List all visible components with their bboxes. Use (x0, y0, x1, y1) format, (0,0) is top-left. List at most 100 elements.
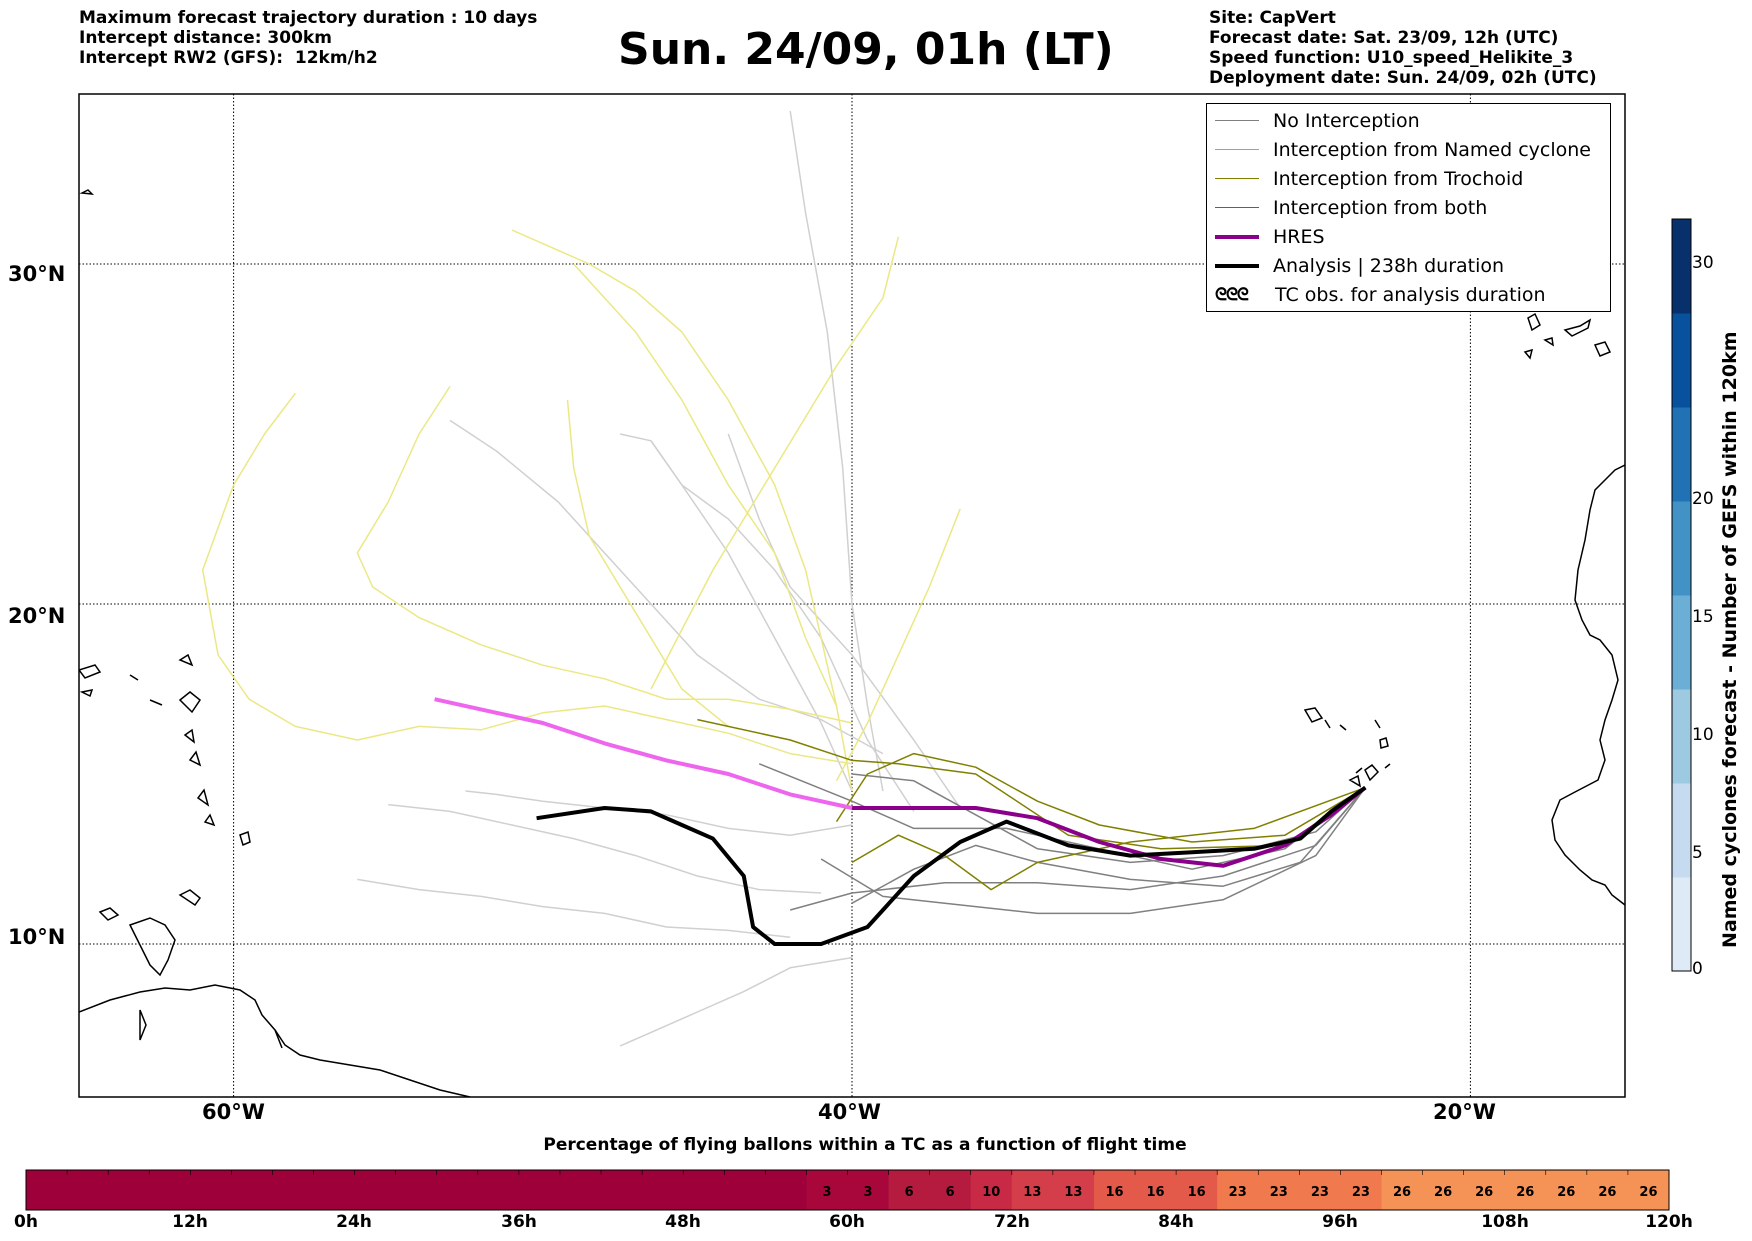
timebar-cell (1340, 1170, 1382, 1210)
plot-border (78, 93, 1626, 1098)
timebar-cell-label: 16 (1188, 1185, 1206, 1200)
timebar-tick: 12h (172, 1212, 208, 1232)
colorbar-segment (1672, 595, 1691, 690)
timebar-cell (354, 1170, 397, 1210)
timebar-cell (724, 1170, 766, 1210)
timebar-cell (1504, 1170, 1547, 1210)
timebar-cell-label: 26 (1598, 1185, 1616, 1200)
analysis-track (536, 785, 1367, 946)
ensemble-track (789, 110, 884, 792)
timebar-cell (1299, 1170, 1341, 1210)
ensemble-track (566, 399, 729, 727)
timebar-cell (1176, 1170, 1218, 1210)
colorbar-tick: 20 (1692, 489, 1714, 509)
header-right-line: Forecast date: Sat. 23/09, 12h (UTC) (1209, 28, 1559, 48)
african-coast (1551, 464, 1625, 906)
header-left-line: Intercept RW2 (GFS): 12km/h2 (79, 48, 378, 68)
timebar-cell (477, 1170, 520, 1210)
timebar-tick: 24h (336, 1212, 372, 1232)
timebar-cell (1135, 1170, 1177, 1210)
legend-line (1215, 235, 1259, 239)
ensemble-track (201, 392, 853, 765)
ensemble-track (727, 433, 961, 809)
legend-item-trochoid: Interception from Trochoid (1213, 165, 1523, 193)
legend-label: TC obs. for analysis duration (1275, 284, 1546, 306)
legend-label: Analysis | 238h duration (1273, 255, 1505, 277)
timebar-cell-label: 13 (1023, 1185, 1041, 1200)
timebar-tick: 0h (14, 1212, 38, 1232)
timebar-cell (108, 1170, 150, 1210)
ensemble-track (697, 718, 1366, 850)
coastlines (79, 189, 1625, 1097)
timebar-cell-label: 26 (1516, 1185, 1534, 1200)
legend-swatch (1213, 140, 1261, 160)
ensemble-track (449, 419, 884, 755)
legend-swatch (1213, 256, 1261, 276)
legend-item-named-cyclone: Interception from Named cyclone (1213, 136, 1591, 164)
timebar-cell-label: 23 (1311, 1185, 1329, 1200)
timebar-cell-label: 23 (1352, 1185, 1370, 1200)
legend-line (1215, 207, 1259, 208)
x-tick-label: 40°W (818, 1100, 881, 1124)
cyclone-colorbar (1671, 218, 1692, 972)
header-left: Maximum forecast trajectory duration : 1… (79, 8, 537, 68)
legend-item-analysis: Analysis | 238h duration (1213, 252, 1504, 280)
ensemble-track (790, 787, 1366, 911)
timebar-cell (231, 1170, 273, 1210)
timebar-cell-label: 6 (905, 1185, 914, 1200)
legend-label: Interception from Named cyclone (1273, 139, 1591, 161)
colorbar-tick: 15 (1692, 607, 1714, 627)
ensemble-track (851, 786, 1366, 891)
timebar-cell (1381, 1170, 1423, 1210)
colorbar-tick: 0 (1692, 959, 1703, 979)
timebar-cell-label: 3 (864, 1185, 873, 1200)
timebar-cell-label: 26 (1639, 1185, 1657, 1200)
colorbar-tick: 5 (1692, 843, 1703, 863)
colorbar-segment (1672, 407, 1691, 502)
legend-line (1215, 120, 1259, 121)
timebar-cell-label: 16 (1105, 1185, 1123, 1200)
timebar-cell (847, 1170, 889, 1210)
timebar-cell-label: 23 (1229, 1185, 1247, 1200)
timebar-cell (765, 1170, 807, 1210)
timebar-tick: 48h (665, 1212, 701, 1232)
timebar-cell (601, 1170, 643, 1210)
colorbar-tick: 30 (1692, 253, 1714, 273)
timebar-cell (67, 1170, 109, 1210)
ensemble-track (835, 752, 1366, 843)
tc-percentage-bar: 3 3 6 6 10 13 13 16 16 16 23 23 23 23 26 26 26 26 26 26 26 (25, 1169, 1670, 1211)
hres-track-late (434, 697, 853, 810)
legend-label: HRES (1273, 226, 1325, 248)
legend-label: No Interception (1273, 110, 1420, 132)
ensemble-track (511, 229, 838, 707)
timebar-cell-label: 10 (982, 1185, 1000, 1200)
legend: No Interception Interception from Named … (1206, 103, 1611, 312)
caribbean-islands (98, 653, 283, 1049)
y-tick-label: 30°N (8, 262, 66, 286)
canary-islands (1523, 312, 1612, 360)
ensemble-track (650, 440, 915, 812)
ensemble-track (573, 263, 853, 792)
x-tick-label: 20°W (1433, 1100, 1496, 1124)
timebar-cell (272, 1170, 314, 1210)
caribbean-coast (79, 984, 471, 1097)
trajectory-layer (201, 110, 1367, 1047)
timebar-cell-label: 26 (1475, 1185, 1493, 1200)
timebar-cell (1217, 1170, 1259, 1210)
legend-swatch (1213, 169, 1261, 189)
timebar-cell-label: 13 (1064, 1185, 1082, 1200)
legend-swatch (1213, 227, 1261, 247)
timebar-cell (1586, 1170, 1629, 1210)
colorbar-tick: 10 (1692, 725, 1714, 745)
timebar-cell (559, 1170, 602, 1210)
timebar-cell (1422, 1170, 1465, 1210)
timebar-cell-label: 23 (1270, 1185, 1288, 1200)
timebar-cell (970, 1170, 1013, 1210)
ensemble-track (619, 956, 853, 1047)
timebar-tick: 120h (1645, 1212, 1693, 1232)
colorbar-segment (1672, 783, 1691, 878)
timebar-cell (1627, 1170, 1670, 1210)
header-left-line: Intercept distance: 300km (79, 28, 332, 48)
header-left-line: Maximum forecast trajectory duration : 1… (79, 8, 538, 28)
timebar-cell-label: 26 (1557, 1185, 1575, 1200)
